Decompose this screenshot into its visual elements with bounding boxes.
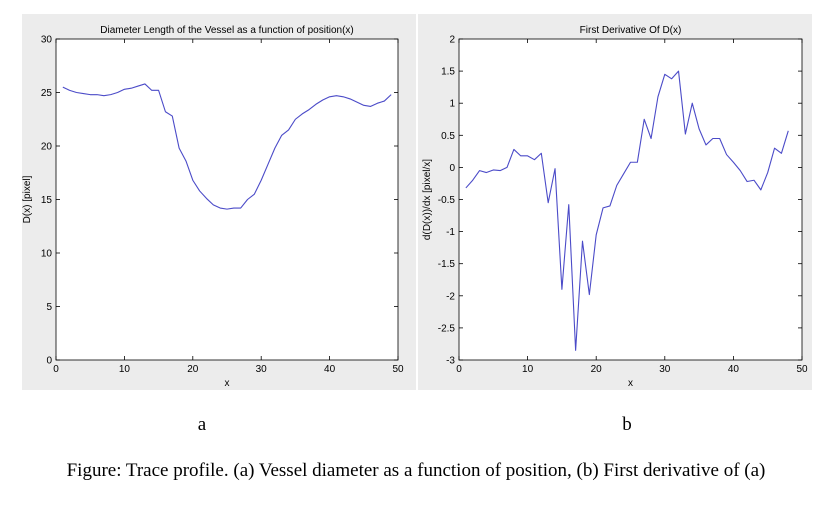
- y-axis-label: d(D(x))/dx [pixel/x]: [422, 159, 433, 240]
- chart-title: First Derivative Of D(x): [580, 25, 682, 36]
- y-tick-label: 25: [41, 88, 53, 99]
- x-axis-label: x: [225, 378, 230, 389]
- x-tick-label: 10: [522, 364, 534, 375]
- y-tick-label: -3: [446, 356, 455, 367]
- y-tick-label: -2: [446, 291, 455, 302]
- x-tick-label: 0: [456, 364, 462, 375]
- y-tick-label: 10: [41, 249, 53, 260]
- subfigure-label-b: b: [622, 414, 632, 435]
- series-line-0: [62, 83, 392, 210]
- plot-area: [458, 38, 803, 361]
- chart-a-panel: 0 10 20 30 40 50 0 5 10 15 20 25 30 Diameter Length o…: [22, 14, 416, 390]
- x-tick-label: 20: [591, 364, 603, 375]
- y-tick-label: 1: [449, 99, 455, 110]
- x-tick-label: 40: [728, 364, 740, 375]
- x-tick-label: 50: [796, 364, 808, 375]
- y-tick-label: -1.5: [438, 259, 456, 270]
- y-tick-label: -0.5: [438, 195, 456, 206]
- x-axis-label: x: [628, 378, 633, 389]
- y-tick-label: 1.5: [441, 67, 455, 78]
- chart-b: 0 10 20 30 40 50 -3 -2.5 -2 -1.5 -1 -0.5 0 0.5 1 1.5 2 Fi…: [422, 25, 808, 389]
- x-tick-label: 10: [119, 364, 131, 375]
- y-tick-label: 0: [46, 356, 52, 367]
- y-tick-label: 2: [449, 35, 455, 46]
- y-tick-label: 30: [41, 35, 53, 46]
- series-line-0: [465, 70, 789, 351]
- figure-caption: Figure: Trace profile. (a) Vessel diamet…: [66, 460, 766, 481]
- x-tick-label: 20: [187, 364, 199, 375]
- subfigure-label-a: a: [197, 414, 207, 435]
- y-axis-label: D(x) [pixel]: [22, 175, 33, 223]
- y-tick-label: -1: [446, 227, 455, 238]
- chart-b-panel: 0 10 20 30 40 50 -3 -2.5 -2 -1.5 -1 -0.5 0 0.5 1 1.5 2 Fi…: [418, 14, 812, 390]
- x-tick-label: 40: [324, 364, 336, 375]
- x-tick-label: 50: [392, 364, 404, 375]
- chart-a: 0 10 20 30 40 50 0 5 10 15 20 25 30 Diameter Length o…: [22, 25, 404, 389]
- y-tick-label: 15: [41, 195, 53, 206]
- y-tick-label: 20: [41, 142, 53, 153]
- x-tick-label: 0: [53, 364, 59, 375]
- x-tick-label: 30: [659, 364, 671, 375]
- y-tick-label: -2.5: [438, 323, 456, 334]
- y-tick-label: 0: [449, 163, 455, 174]
- x-tick-label: 30: [256, 364, 268, 375]
- y-tick-label: 0.5: [441, 131, 455, 142]
- y-tick-label: 5: [46, 302, 52, 313]
- plot-area: [55, 38, 399, 361]
- chart-title: Diameter Length of the Vessel as a funct…: [100, 25, 353, 36]
